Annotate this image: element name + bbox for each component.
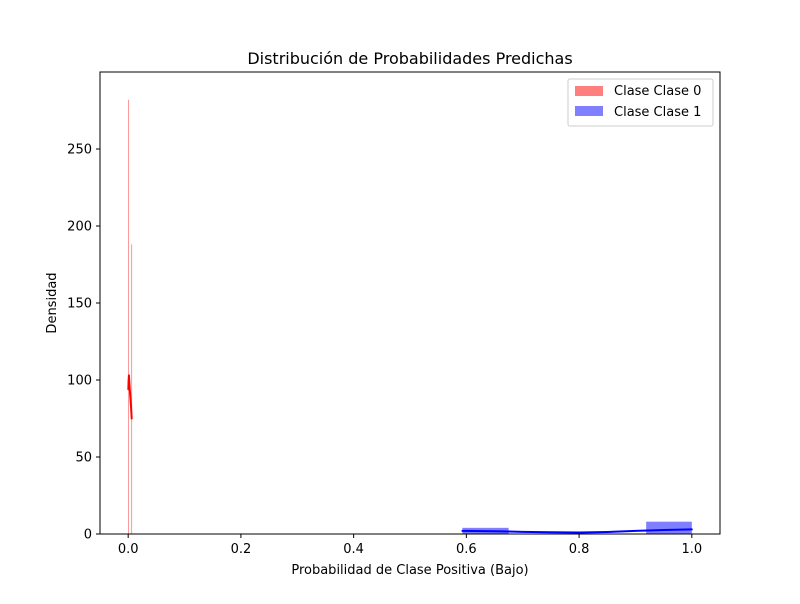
legend-label-clase-1: Clase Clase 1 — [614, 105, 701, 120]
legend-swatch-clase-0 — [575, 86, 603, 96]
x-axis: 0.0 0.2 0.4 0.6 0.8 1.0 — [118, 534, 702, 557]
y-axis: 0 50 100 150 200 250 — [67, 143, 100, 543]
legend: Clase Clase 0 Clase Clase 1 — [567, 78, 714, 127]
x-tick-label: 0.4 — [343, 542, 364, 557]
y-tick-label: 50 — [75, 451, 92, 466]
x-axis-label: Probabilidad de Clase Positiva (Bajo) — [291, 563, 528, 578]
x-tick-label: 0.0 — [118, 542, 139, 557]
y-tick-label: 250 — [67, 143, 92, 158]
y-axis-label: Densidad — [45, 272, 60, 333]
y-tick-label: 150 — [67, 297, 92, 312]
legend-box — [567, 78, 714, 127]
histogram-bar-series-0-bin-11 — [131, 244, 133, 535]
kde-line-series-0 — [127, 374, 133, 420]
chart-title: Distribución de Probabilidades Predichas — [247, 49, 572, 68]
x-tick-label: 1.0 — [681, 542, 702, 557]
y-tick-label: 0 — [84, 528, 92, 543]
legend-label-clase-0: Clase Clase 0 — [614, 84, 701, 99]
y-tick-label: 100 — [67, 374, 92, 389]
y-tick-label: 200 — [67, 220, 92, 235]
x-tick-label: 0.6 — [456, 542, 477, 557]
kde-layer — [127, 374, 693, 534]
x-tick-label: 0.8 — [569, 542, 590, 557]
histogram-bar-series-1-bin-4 — [646, 521, 692, 534]
x-tick-label: 0.2 — [231, 542, 252, 557]
legend-swatch-clase-1 — [575, 106, 603, 116]
histogram-bar-series-0-bin-0 — [128, 99, 129, 534]
kde-line-series-1 — [461, 528, 693, 534]
